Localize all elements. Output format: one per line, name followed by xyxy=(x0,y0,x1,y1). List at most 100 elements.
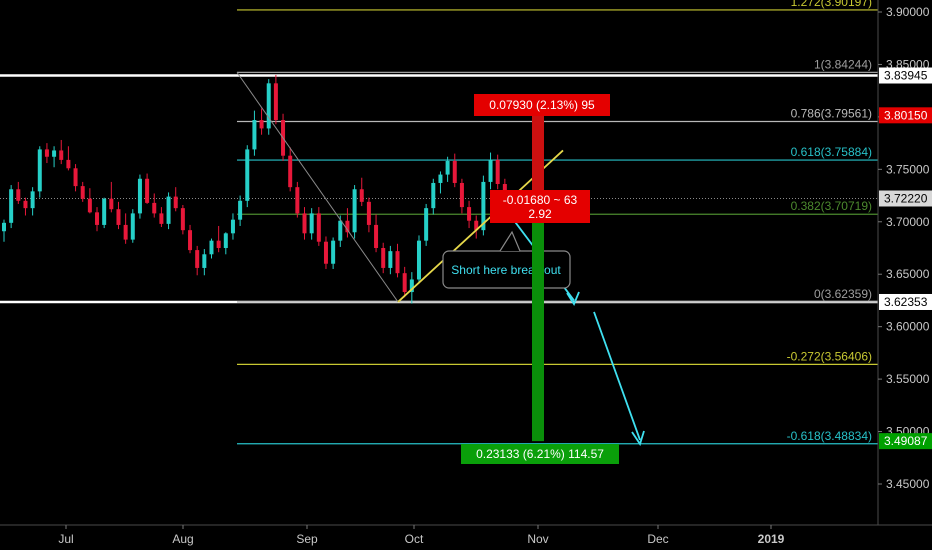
candle-body xyxy=(409,279,414,293)
candle-body xyxy=(309,213,314,234)
reward-label-box xyxy=(461,444,619,464)
candle-body xyxy=(431,182,436,209)
candle-body xyxy=(252,120,257,150)
candle-body xyxy=(66,159,71,169)
candle-body xyxy=(495,159,500,185)
candle-body xyxy=(295,187,300,214)
price-badge-label: 3.80150 xyxy=(884,108,928,122)
candle-body xyxy=(359,189,364,202)
candle-body xyxy=(481,181,486,231)
fib-label: 0.618(3.75884) xyxy=(791,145,872,159)
candle-body xyxy=(130,213,135,240)
note-pointer xyxy=(499,230,521,252)
y-tick-label: 3.70000 xyxy=(886,215,930,229)
x-tick-label: Oct xyxy=(405,532,424,546)
candle-body xyxy=(87,198,92,213)
candle-body xyxy=(381,248,386,268)
short-position[interactable]: 0.07930 (2.13%) 95 -0.01680 ~ 632.92 0.231… xyxy=(461,94,619,464)
x-tick-label: Aug xyxy=(172,532,193,546)
price-badge xyxy=(879,107,932,124)
candle-body xyxy=(123,224,128,240)
candle-body xyxy=(23,200,28,209)
fib-levels: 1.272(3.90197) 1(3.84244) 0.786(3.79561) 0.… xyxy=(237,0,878,445)
x-tick-label: Nov xyxy=(527,532,548,546)
x-tick-label: Jul xyxy=(58,532,73,546)
price-badge-label: 3.72220 xyxy=(884,191,928,205)
x-tick-label: Sep xyxy=(296,532,318,546)
fib-anchor-line xyxy=(236,72,399,303)
candle-body xyxy=(424,208,429,241)
fib-label: 0.786(3.79561) xyxy=(791,106,872,120)
arrowhead-1 xyxy=(566,291,580,306)
candle-body xyxy=(352,189,357,233)
price-badge xyxy=(879,67,932,84)
candle-body xyxy=(416,240,421,280)
candle-body xyxy=(2,222,6,232)
candle-body xyxy=(438,174,443,183)
candle-body xyxy=(73,168,78,187)
candle-body xyxy=(166,196,171,224)
candle-body xyxy=(395,251,400,274)
fib-label: 1.272(3.90197) xyxy=(791,0,872,9)
ratio-label: 2.92 xyxy=(528,207,552,221)
candle-body xyxy=(173,196,178,209)
y-tick-label: 3.60000 xyxy=(886,320,930,334)
candle-body xyxy=(467,207,472,221)
candle-body xyxy=(316,213,321,242)
candle-body xyxy=(152,202,157,214)
target-zone-bar xyxy=(532,198,544,442)
y-tick-label: 3.55000 xyxy=(886,372,930,386)
price-badge-label: 3.83945 xyxy=(884,69,928,83)
candle-body xyxy=(338,220,343,241)
risk-label-box xyxy=(474,94,610,116)
candle-body xyxy=(459,182,464,208)
price-axis: 3.900003.850003.800003.750003.700003.650… xyxy=(877,0,932,525)
candle-body xyxy=(273,83,278,121)
arrowhead-2 xyxy=(631,430,645,447)
candle-body xyxy=(109,198,114,210)
fib-label: 1(3.84244) xyxy=(814,57,872,71)
fib-label: -0.618(3.48834) xyxy=(787,429,872,443)
candle-body xyxy=(59,150,64,160)
candle-body xyxy=(216,240,221,248)
candle-body xyxy=(209,240,214,255)
candle-body xyxy=(102,198,107,225)
candle-body xyxy=(452,160,457,183)
candle-body xyxy=(223,233,228,248)
candle-body xyxy=(238,200,243,220)
time-axis: Jul Aug Sep Oct Nov Dec 2019 xyxy=(0,524,932,546)
y-tick-label: 3.90000 xyxy=(886,5,930,19)
candle-body xyxy=(259,120,264,129)
candle-body xyxy=(80,186,85,199)
price-badge-label: 3.49087 xyxy=(884,434,928,448)
price-badge xyxy=(879,190,932,207)
fib-label: 0.382(3.70719) xyxy=(791,199,872,213)
candle-body xyxy=(52,150,57,157)
candle-body xyxy=(202,254,207,268)
y-tick-label: 3.65000 xyxy=(886,267,930,281)
candle-body xyxy=(345,220,350,233)
x-tick-label: 2019 xyxy=(758,532,785,546)
x-tick-label: Dec xyxy=(647,532,668,546)
entry-label-box xyxy=(490,190,590,223)
candle-body xyxy=(302,213,307,234)
entry-label: -0.01680 ~ 63 xyxy=(503,193,578,207)
candle-body xyxy=(323,241,328,264)
candle-body xyxy=(16,189,21,201)
candle-body xyxy=(188,230,193,251)
risk-label: 0.07930 (2.13%) 95 xyxy=(489,98,595,112)
fib-label: 0(3.62359) xyxy=(814,287,872,301)
candle-body xyxy=(245,149,250,201)
price-badge xyxy=(879,433,932,450)
price-badge xyxy=(879,293,932,310)
candle-body xyxy=(331,240,336,264)
candle-body xyxy=(366,201,371,225)
candle-body xyxy=(116,209,121,225)
reward-label: 0.23133 (6.21%) 114.57 xyxy=(476,447,604,461)
candle-body xyxy=(374,224,379,248)
candle-body xyxy=(445,160,450,175)
candle-body xyxy=(474,220,479,231)
projection-arrow-2 xyxy=(593,311,641,441)
candle-body xyxy=(388,251,393,268)
